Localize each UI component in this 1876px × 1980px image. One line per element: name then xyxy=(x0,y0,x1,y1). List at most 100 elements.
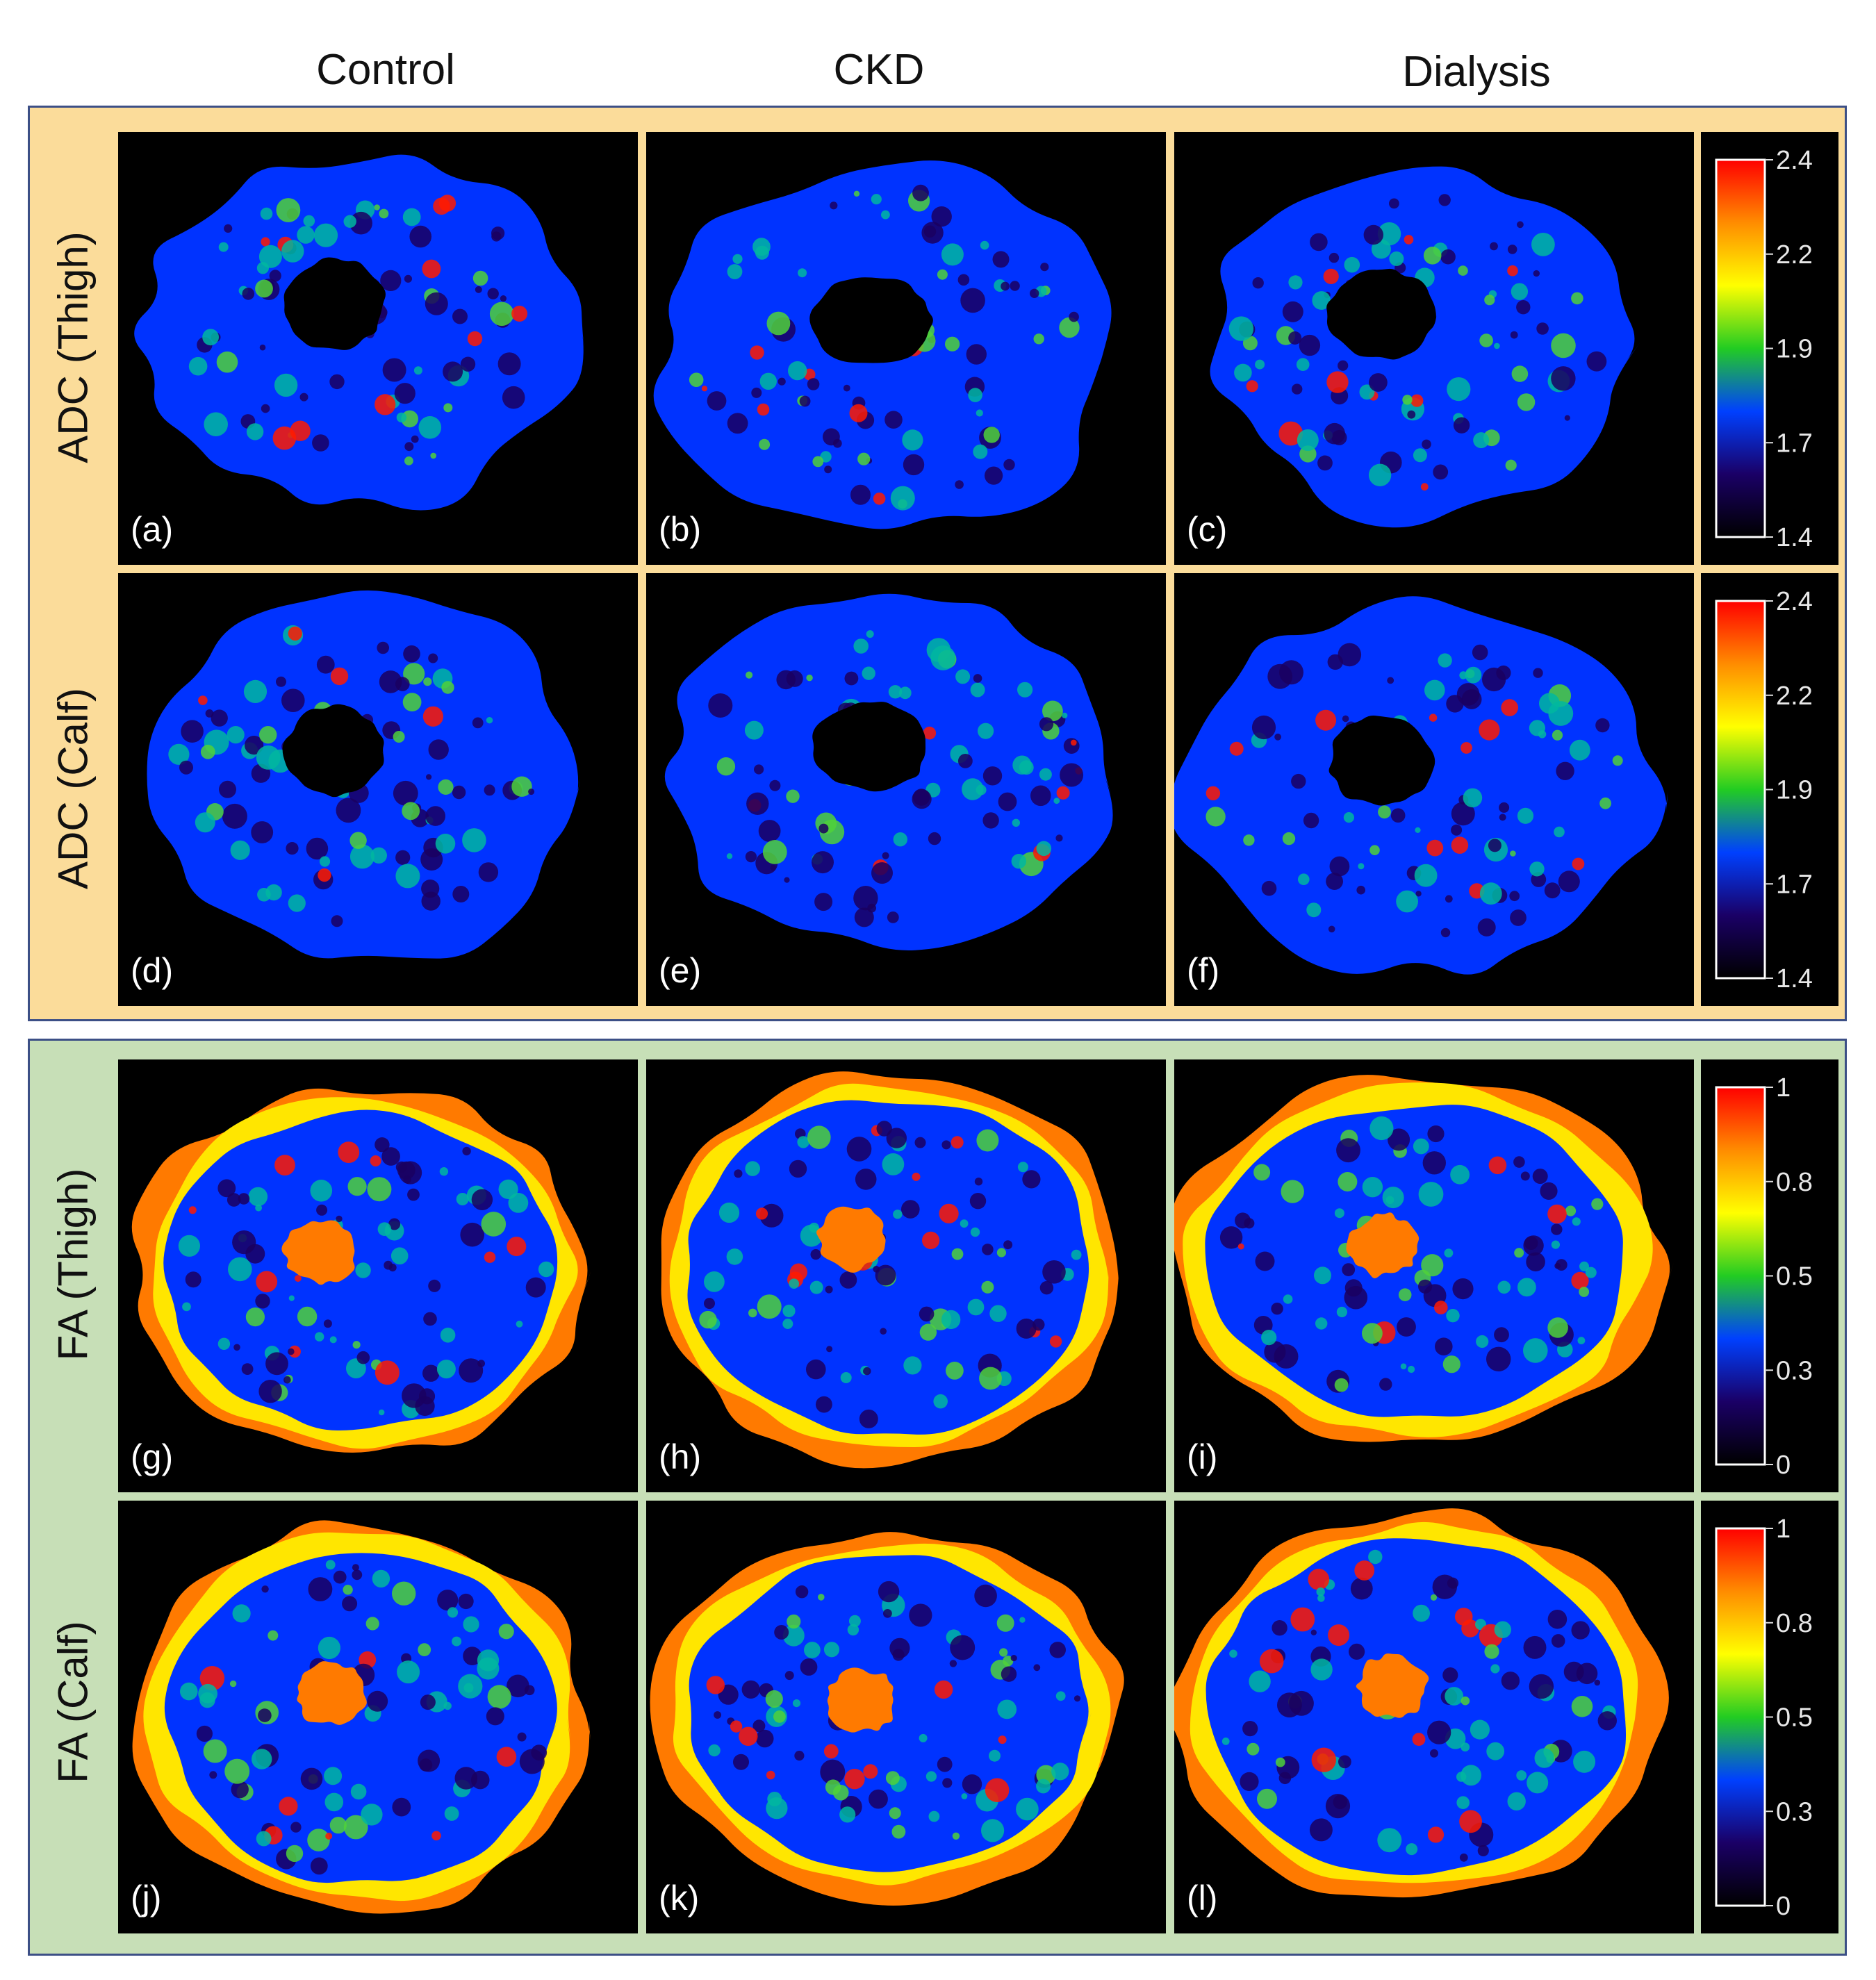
fa-calf-ckd-map xyxy=(650,1532,1124,1906)
texture-spot xyxy=(732,254,743,264)
texture-spot xyxy=(1274,1344,1299,1369)
texture-spot xyxy=(1310,233,1328,251)
texture-spot xyxy=(462,1146,471,1156)
texture-spot xyxy=(800,1224,823,1247)
texture-spot xyxy=(814,893,833,911)
texture-spot xyxy=(1056,786,1070,800)
texture-spot xyxy=(420,848,443,871)
texture-spot xyxy=(1299,334,1321,356)
texture-spot xyxy=(1327,654,1343,670)
bone-marrow xyxy=(1356,1653,1429,1718)
bone-cavity xyxy=(1328,715,1436,806)
texture-spot xyxy=(1556,761,1574,780)
texture-spot xyxy=(1228,316,1254,341)
texture-spot xyxy=(706,1676,725,1694)
tissue-layer xyxy=(650,1532,1124,1906)
texture-spot xyxy=(969,1193,987,1210)
texture-spot xyxy=(1378,805,1391,819)
texture-spot xyxy=(1296,358,1310,371)
texture-spot xyxy=(1055,834,1063,842)
texture-spot xyxy=(336,1215,343,1223)
texture-spot xyxy=(985,1778,1010,1802)
texture-spot xyxy=(884,411,903,429)
texture-spot xyxy=(955,669,971,684)
bone-marrow xyxy=(281,1220,356,1285)
texture-spot xyxy=(863,1764,878,1779)
texture-spot xyxy=(1422,439,1431,449)
texture-spot xyxy=(516,1320,523,1328)
texture-spot xyxy=(487,288,499,299)
texture-spot xyxy=(782,1319,793,1329)
texture-spot xyxy=(507,1237,527,1257)
texture-spot xyxy=(889,1807,901,1820)
texture-spot xyxy=(839,1806,856,1823)
texture-spot xyxy=(1577,1337,1586,1344)
texture-spot xyxy=(976,784,987,795)
texture-spot xyxy=(1338,1172,1358,1191)
texture-spot xyxy=(418,416,442,439)
texture-spot xyxy=(844,671,859,686)
texture-spot xyxy=(372,1569,390,1588)
texture-spot xyxy=(1003,1240,1013,1250)
texture-spot xyxy=(909,1603,932,1627)
texture-spot xyxy=(1465,666,1482,684)
texture-spot xyxy=(325,1832,333,1840)
texture-spot xyxy=(1315,1317,1328,1330)
texture-spot xyxy=(1533,668,1543,678)
texture-spot xyxy=(1442,1667,1458,1683)
texture-spot xyxy=(403,645,420,663)
texture-spot xyxy=(217,1179,236,1198)
texture-spot xyxy=(459,1358,484,1383)
texture-spot xyxy=(1486,1346,1511,1371)
texture-spot xyxy=(782,1304,796,1318)
texture-spot xyxy=(823,428,840,446)
texture-spot xyxy=(1282,832,1296,845)
texture-spot xyxy=(498,1179,518,1199)
texture-spot xyxy=(258,245,282,268)
texture-spot xyxy=(288,894,306,912)
texture-spot xyxy=(404,442,414,452)
texture-spot xyxy=(251,821,274,843)
adc-thigh-control-map xyxy=(134,154,585,511)
colorbar-adc-calf-svg: 2.4 2.2 1.9 1.7 1.4 xyxy=(1715,587,1813,993)
texture-spot xyxy=(982,1244,994,1255)
texture-spot xyxy=(261,237,270,247)
tissue-layer xyxy=(147,590,581,959)
fa-thigh-ckd-map xyxy=(661,1071,1119,1469)
tissue-layer xyxy=(132,1520,591,1914)
texture-spot xyxy=(452,308,468,324)
texture-spot xyxy=(903,1356,922,1375)
texture-spot xyxy=(452,886,470,902)
texture-spot xyxy=(1377,1828,1402,1853)
texture-spot xyxy=(784,877,790,883)
texture-spot xyxy=(1509,891,1520,902)
texture-spot xyxy=(869,1789,888,1809)
texture-spot xyxy=(409,225,431,248)
texture-spot xyxy=(998,1735,1007,1744)
texture-spot xyxy=(290,1822,302,1833)
colorbar-gradient xyxy=(1715,1527,1766,1907)
texture-spot xyxy=(1363,224,1383,245)
texture-spot xyxy=(1555,1259,1568,1271)
texture-spot xyxy=(799,395,811,407)
texture-spot xyxy=(701,386,708,392)
texture-spot xyxy=(245,736,264,755)
texture-spot xyxy=(1368,1549,1383,1565)
texture-spot xyxy=(898,686,912,700)
texture-spot xyxy=(418,1643,431,1656)
colorbar-adc-thigh-svg: 2.4 2.2 1.9 1.7 1.4 xyxy=(1715,146,1813,552)
texture-spot xyxy=(880,1328,887,1335)
texture-spot xyxy=(873,493,886,505)
colorbar-adc-calf: 2.4 2.2 1.9 1.7 1.4 xyxy=(1701,573,1838,1006)
adc-thigh-ckd-map xyxy=(653,160,1112,529)
texture-spot xyxy=(1030,785,1051,807)
texture-spot xyxy=(200,744,215,759)
texture-spot xyxy=(937,1756,953,1772)
texture-spot xyxy=(882,1153,905,1175)
texture-spot xyxy=(1334,1378,1349,1392)
texture-spot xyxy=(744,720,764,740)
texture-spot xyxy=(1001,281,1010,291)
texture-spot xyxy=(1533,270,1540,277)
texture-spot xyxy=(1595,718,1610,733)
texture-spot xyxy=(382,358,406,382)
